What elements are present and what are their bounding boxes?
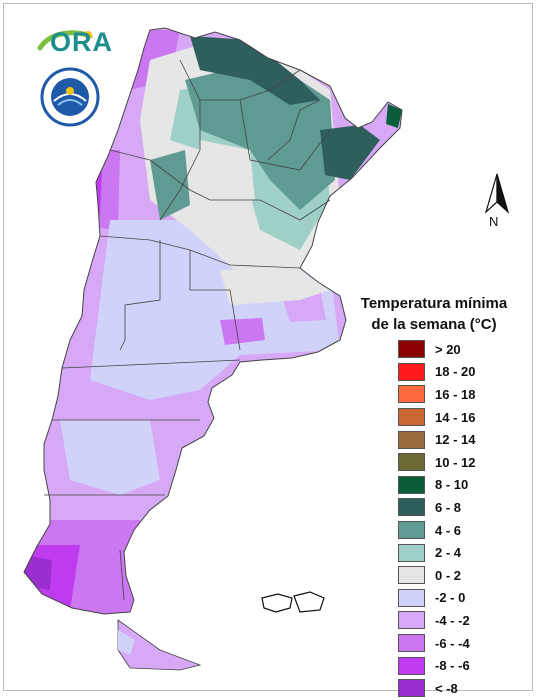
legend-swatch [398, 543, 425, 562]
legend-label: -8 - -6 [435, 658, 470, 674]
legend-item: -8 - -6 [398, 654, 475, 677]
legend-swatch [398, 611, 425, 630]
legend-title-line1: Temperatura mínima [360, 295, 508, 312]
legend-swatch [398, 679, 425, 698]
legend-swatch [398, 408, 425, 427]
legend-label: 8 - 10 [435, 477, 469, 493]
legend-swatch [398, 566, 425, 585]
legend-label: 14 - 16 [435, 409, 476, 425]
legend-swatch [398, 521, 425, 540]
legend-label: 12 - 14 [435, 432, 476, 448]
legend: > 20 18 - 20 16 - 18 14 - 16 12 - 14 10 - 12 8… [398, 338, 475, 700]
legend-swatch [398, 588, 425, 607]
legend-label: 16 - 18 [435, 386, 476, 402]
legend-swatch [398, 340, 425, 359]
legend-item: < -8 [398, 677, 475, 700]
legend-item: 10 - 12 [398, 451, 475, 474]
legend-item: 12 - 14 [398, 428, 475, 451]
legend-item: 8 - 10 [398, 474, 475, 497]
legend-item: 6 - 8 [398, 496, 475, 519]
legend-swatch [398, 385, 425, 404]
legend-item: 2 - 4 [398, 541, 475, 564]
legend-label: 18 - 20 [435, 364, 476, 380]
legend-label: > 20 [435, 341, 461, 357]
legend-title-line2: de la semana (°C) [371, 316, 497, 333]
legend-title: Temperatura mínima de la semana (°C) [344, 293, 524, 335]
legend-label: -4 - -2 [435, 612, 470, 628]
malvinas-islands [261, 591, 325, 613]
legend-label: 10 - 12 [435, 454, 476, 470]
north-label: N [489, 214, 499, 229]
legend-swatch [398, 453, 425, 472]
legend-item: 18 - 20 [398, 361, 475, 384]
legend-swatch [398, 634, 425, 653]
legend-label: 4 - 6 [435, 522, 462, 538]
smn-seal-icon [40, 67, 100, 127]
legend-label: 6 - 8 [435, 499, 462, 515]
legend-swatch [398, 498, 425, 517]
legend-label: < -8 [435, 680, 458, 696]
legend-swatch [398, 430, 425, 449]
north-arrow-icon [484, 173, 510, 214]
legend-item: > 20 [398, 338, 475, 361]
legend-item: 14 - 16 [398, 406, 475, 429]
legend-item: 0 - 2 [398, 564, 475, 587]
legend-item: 4 - 6 [398, 519, 475, 542]
legend-label: 0 - 2 [435, 567, 462, 583]
legend-label: -6 - -4 [435, 635, 470, 651]
legend-label: 2 - 4 [435, 545, 462, 561]
legend-swatch [398, 475, 425, 494]
ora-logo-text: ORA [50, 27, 113, 57]
ora-logo [37, 30, 93, 51]
legend-item: -2 - 0 [398, 587, 475, 610]
legend-swatch [398, 656, 425, 675]
legend-item: -6 - -4 [398, 632, 475, 655]
legend-item: -4 - -2 [398, 609, 475, 632]
legend-item: 16 - 18 [398, 383, 475, 406]
legend-label: -2 - 0 [435, 590, 466, 606]
legend-swatch [398, 362, 425, 381]
